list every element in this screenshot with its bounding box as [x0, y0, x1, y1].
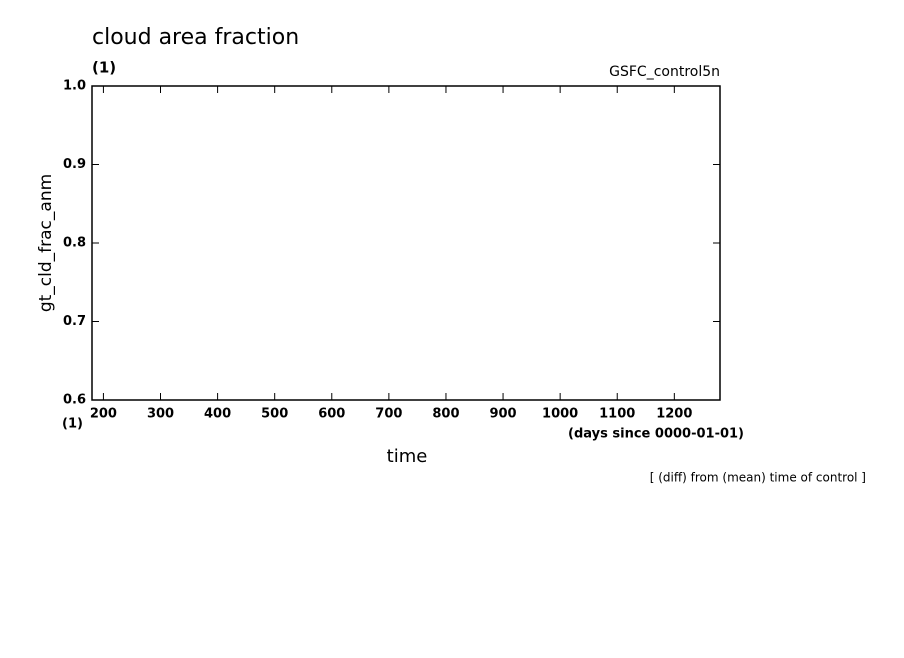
x-units-corner: (1)	[62, 417, 83, 432]
run-name: GSFC_control5n	[609, 64, 720, 80]
x-tick-label: 200	[90, 407, 117, 422]
x-tick-label: 500	[261, 407, 288, 422]
x-tick-label: 1000	[542, 407, 578, 422]
x-axis-label: time	[387, 446, 428, 467]
chart-title: cloud area fraction	[92, 25, 299, 50]
x-tick-label: 700	[375, 407, 402, 422]
y-tick-label: 0.7	[63, 314, 86, 329]
x-tick-label: 600	[318, 407, 345, 422]
y-tick-label: 0.9	[63, 157, 86, 172]
y-axis-label: gt_cld_frac_anm	[36, 174, 56, 312]
y-tick-label: 1.0	[63, 79, 86, 94]
y-tick-label: 0.6	[63, 393, 86, 408]
x-tick-label: 800	[432, 407, 459, 422]
plot-frame	[91, 85, 721, 401]
x-tick-label: 1100	[599, 407, 635, 422]
x-tick-label: 900	[489, 407, 516, 422]
y-units: (1)	[92, 59, 116, 77]
annotation: [ (diff) from (mean) time of control ]	[650, 471, 866, 485]
y-tick-label: 0.8	[63, 236, 86, 251]
x-tick-label: 400	[204, 407, 231, 422]
x-tick-label: 1200	[656, 407, 692, 422]
x-units: (days since 0000-01-01)	[568, 427, 744, 442]
x-tick-label: 300	[147, 407, 174, 422]
